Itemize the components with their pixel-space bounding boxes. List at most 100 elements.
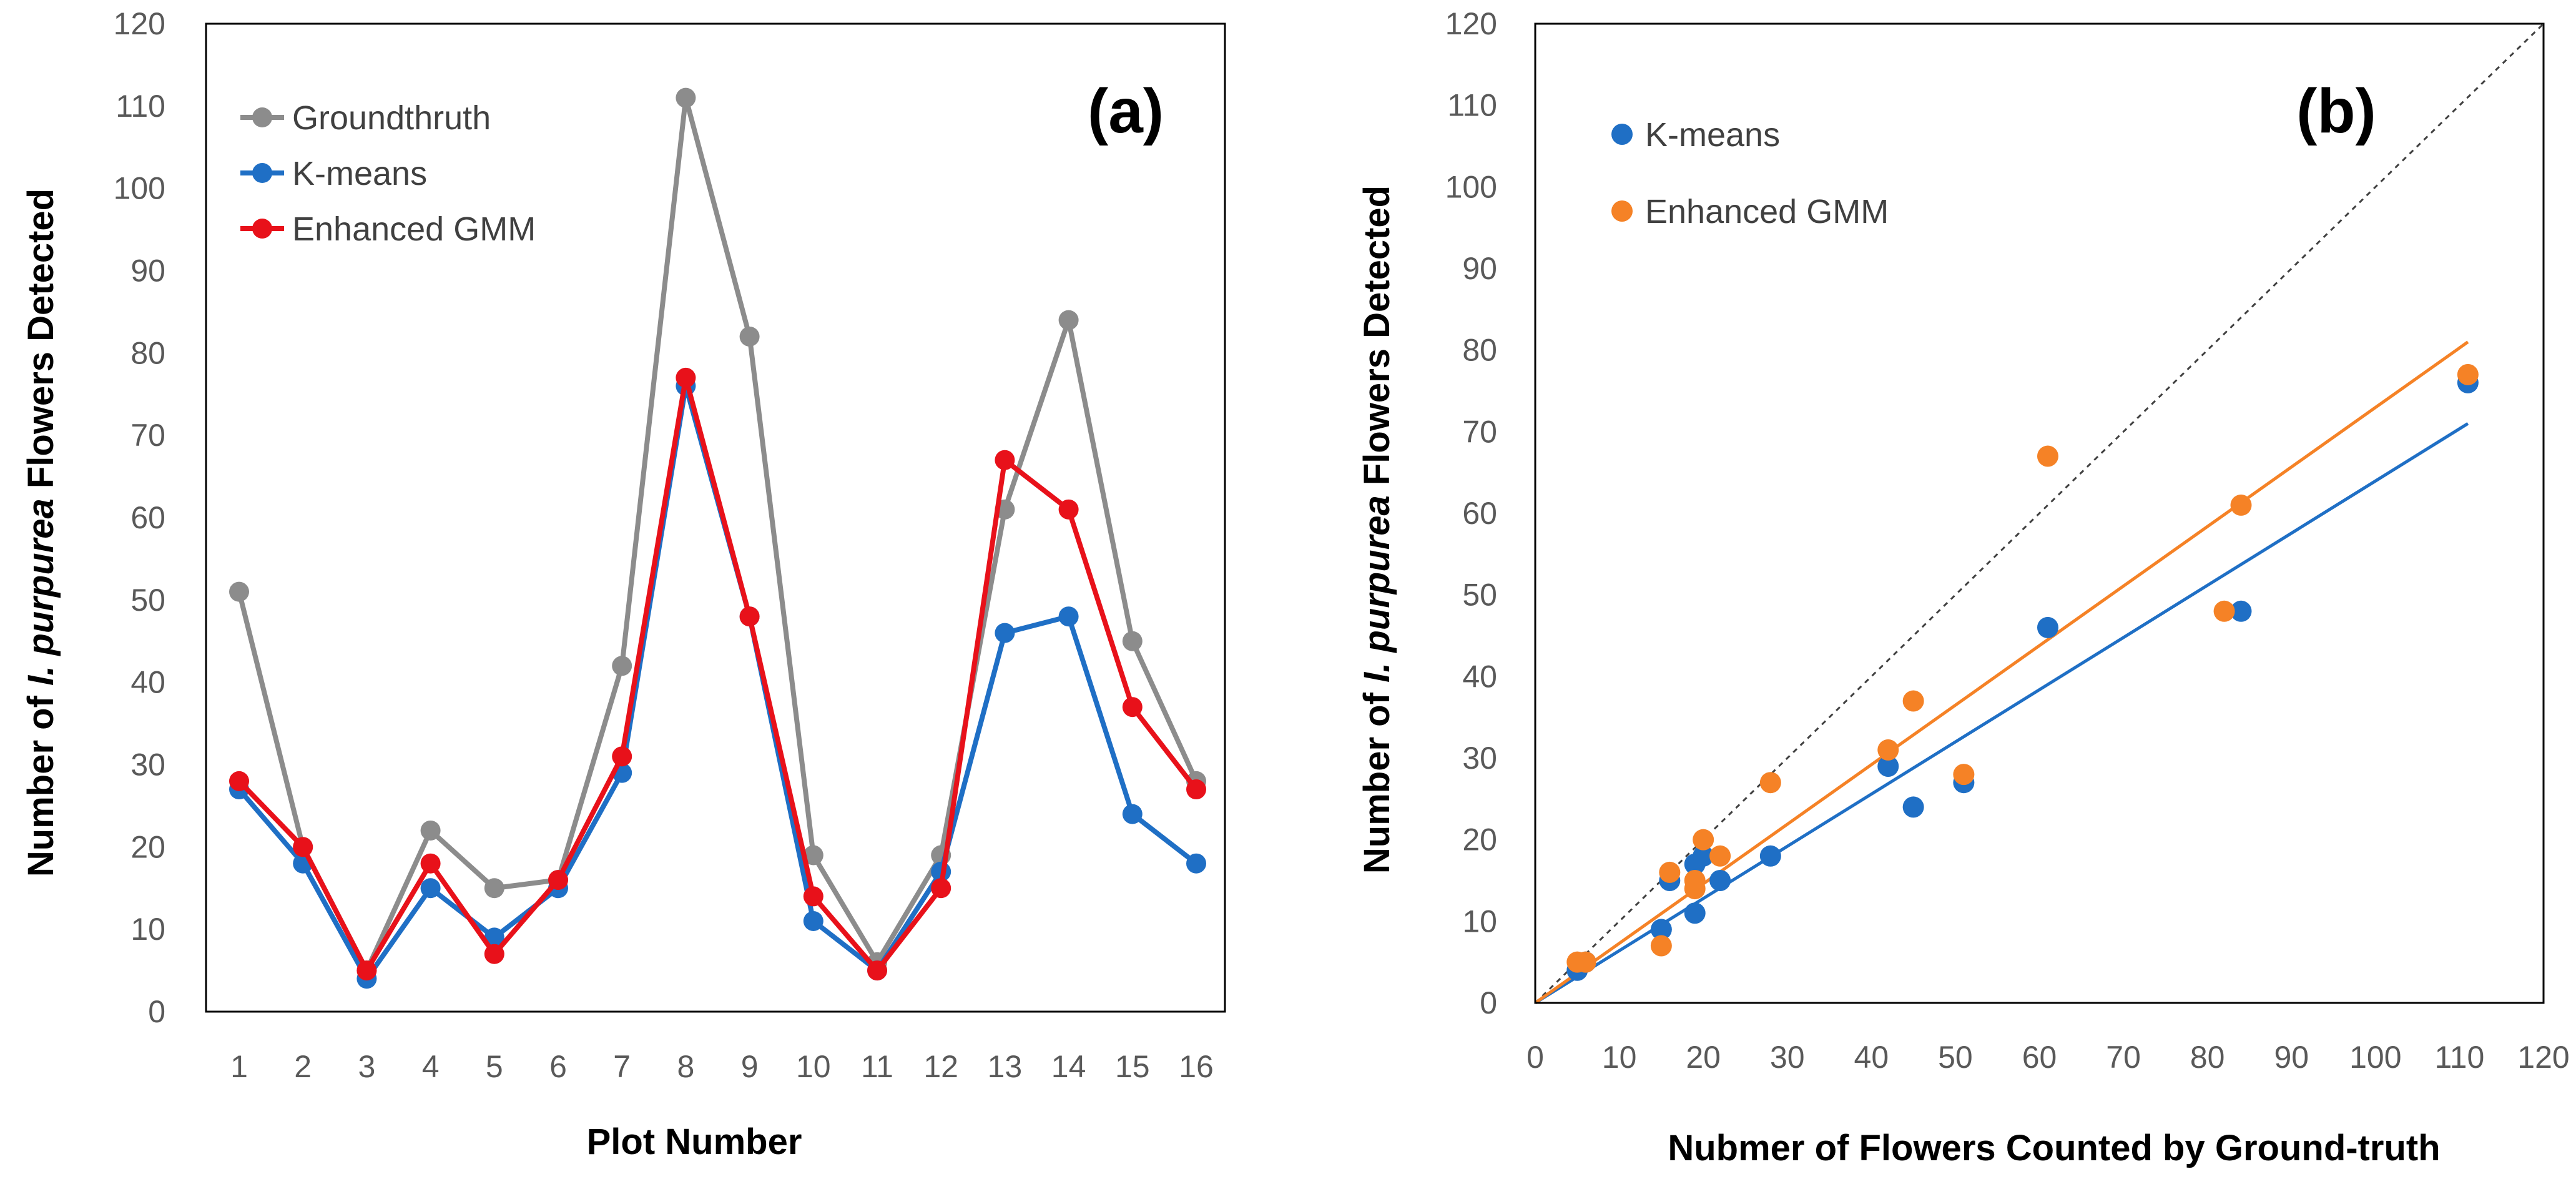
panel-a-marker-gmm_a xyxy=(548,870,568,890)
panel-a-x-tick-label: 11 xyxy=(861,1049,893,1084)
panel-b-y-tick-label: 10 xyxy=(1462,904,1497,939)
panel-b-y-axis-title-species: I. purpurea xyxy=(1357,495,1397,683)
panel-a-y-tick-label: 10 xyxy=(130,912,165,947)
panel-b-point-gmm_b xyxy=(1650,935,1672,957)
panel-b-point-gmm_b xyxy=(1902,690,1924,712)
panel-b-point-gmm_b xyxy=(1709,845,1731,867)
panel-a-x-tick-labels: 1 2 3 4 5 6 7 8 9 10 11 12 13 14 15 16 xyxy=(230,1049,1214,1084)
panel-b-y-tick-label: 0 xyxy=(1480,985,1497,1020)
panel-a-marker-gmm_a xyxy=(420,853,441,874)
panel-a-legend-label-groundtruth: Groundthruth xyxy=(292,99,491,137)
panel-a-legend-marker-groundtruth xyxy=(252,107,272,127)
panel-a-label: (a) xyxy=(1088,76,1164,146)
panel-a-marker-groundtruth xyxy=(803,845,823,866)
panel-a-y-axis-title-species: I. purpurea xyxy=(21,498,61,686)
panel-b-point-kmeans xyxy=(1693,845,1714,867)
panel-b-x-tick-label: 50 xyxy=(1938,1040,1973,1075)
panel-a-marker-gmm_a xyxy=(1122,697,1143,718)
panel-a-series xyxy=(229,87,1206,989)
panel-b-point-gmm_b xyxy=(2230,494,2252,516)
panel-a-legend-label-gmm_a: Enhanced GMM xyxy=(292,210,536,248)
panel-a-plot-frame xyxy=(205,22,1226,1013)
panel-a-x-tick-label: 6 xyxy=(549,1049,567,1084)
panel-a-marker-groundtruth xyxy=(739,326,760,347)
panel-b-point-kmeans xyxy=(1650,919,1672,940)
panel-a-x-axis-title: Plot Number xyxy=(587,1122,802,1162)
panel-b-legend-marker-gmm_b xyxy=(1611,200,1633,222)
panel-b-plot-frame xyxy=(1534,22,2545,1004)
panel-a-marker-kmeans xyxy=(803,910,823,931)
panel-a-marker-groundtruth xyxy=(676,87,696,108)
panel-a-x-tick-label: 16 xyxy=(1179,1049,1214,1084)
panel-b-x-tick-label: 90 xyxy=(2274,1040,2309,1075)
panel-a-marker-gmm_a xyxy=(229,771,249,791)
panel-b-x-tick-label: 40 xyxy=(1854,1040,1889,1075)
panel-b-point-gmm_b xyxy=(2037,445,2058,467)
panel-a-y-tick-label: 110 xyxy=(116,89,165,124)
panel-b-scatter-chart: 0 10 20 30 40 50 60 70 80 90 100 110 120 0 10 20 30 40 50… xyxy=(1357,6,2570,1168)
panel-b-point-kmeans xyxy=(2230,600,2252,622)
panel-a-x-tick-label: 8 xyxy=(677,1049,694,1084)
panel-a-x-tick-label: 5 xyxy=(486,1049,503,1084)
panel-b-x-tick-label: 10 xyxy=(1602,1040,1637,1075)
panel-a-y-tick-label: 30 xyxy=(130,747,165,782)
panel-a-legend-label-kmeans: K-means xyxy=(292,155,427,192)
panel-b-point-kmeans xyxy=(1684,902,1706,924)
panel-a-marker-groundtruth xyxy=(1058,310,1079,330)
panel-b-y-tick-label: 50 xyxy=(1462,578,1497,613)
panel-a-y-axis-title-suffix: Flowers Detected xyxy=(21,189,61,498)
panel-b-legend-marker-kmeans xyxy=(1611,124,1633,145)
panel-a-y-tick-label: 80 xyxy=(130,335,165,370)
panel-a-y-tick-label: 20 xyxy=(130,829,165,864)
panel-a-y-tick-label: 120 xyxy=(114,6,165,41)
panel-a-y-axis-title: Number of I. purpurea Flowers Detected xyxy=(21,189,61,877)
panel-b-x-tick-label: 0 xyxy=(1526,1040,1544,1075)
panel-b-y-axis-title-suffix: Flowers Detected xyxy=(1357,185,1397,495)
panel-a-legend: Groundthruth K-means Enhanced GMM xyxy=(240,99,536,248)
panel-b-legend: K-means Enhanced GMM xyxy=(1611,116,1889,230)
panel-a-marker-gmm_a xyxy=(356,960,377,981)
panel-a-marker-gmm_a xyxy=(612,746,632,767)
panel-b-point-gmm_b xyxy=(1659,861,1681,883)
panel-b-point-kmeans xyxy=(1759,845,1781,867)
panel-a-x-tick-label: 10 xyxy=(796,1049,831,1084)
panel-a-marker-kmeans xyxy=(1186,853,1206,874)
panel-b-legend-label-gmm_b: Enhanced GMM xyxy=(1645,193,1889,230)
panel-b-point-gmm_b xyxy=(2457,363,2479,385)
panel-a-x-tick-label: 13 xyxy=(988,1049,1023,1084)
panel-a-x-tick-label: 15 xyxy=(1115,1049,1150,1084)
panel-b-y-tick-labels: 0 10 20 30 40 50 60 70 80 90 100 110 120 xyxy=(1445,6,1497,1020)
panel-a-marker-gmm_a xyxy=(676,367,696,388)
panel-b-x-tick-label: 100 xyxy=(2349,1040,2401,1075)
panel-a-x-tick-label: 12 xyxy=(923,1049,958,1084)
panel-a-marker-gmm_a xyxy=(867,960,887,981)
panel-b-point-kmeans xyxy=(1877,756,1899,777)
panel-b-point-kmeans xyxy=(2037,616,2058,638)
panel-a-marker-gmm_a xyxy=(1058,499,1079,520)
panel-b-y-axis-title-prefix: Number of xyxy=(1357,683,1397,874)
panel-a-marker-kmeans xyxy=(484,927,504,948)
panel-a-y-axis-title-prefix: Number of xyxy=(21,686,61,877)
panel-b-point-kmeans xyxy=(1902,796,1924,818)
panel-b-point-kmeans xyxy=(1709,870,1731,891)
panel-b-point-gmm_b xyxy=(1693,829,1714,851)
panel-a-x-tick-label: 4 xyxy=(422,1049,440,1084)
panel-b-point-gmm_b xyxy=(1684,870,1706,891)
panel-b-x-axis-title: Nubmer of Flowers Counted by Ground-trut… xyxy=(1668,1128,2440,1168)
panel-a-marker-groundtruth xyxy=(420,820,441,841)
panel-a-y-tick-label: 90 xyxy=(130,254,165,289)
panel-b-y-tick-label: 120 xyxy=(1445,6,1497,41)
panel-a-marker-kmeans xyxy=(1058,606,1079,627)
panel-b-label: (b) xyxy=(2296,76,2376,146)
panel-a-x-tick-label: 7 xyxy=(613,1049,631,1084)
panel-b-y-tick-label: 70 xyxy=(1462,414,1497,449)
panel-a-marker-gmm_a xyxy=(293,837,313,857)
panel-a-marker-kmeans xyxy=(420,878,441,899)
panel-a-marker-kmeans xyxy=(1122,804,1143,824)
panel-b-x-tick-label: 30 xyxy=(1770,1040,1805,1075)
panel-a-marker-gmm_a xyxy=(931,878,951,899)
panel-b-y-tick-label: 80 xyxy=(1462,333,1497,368)
